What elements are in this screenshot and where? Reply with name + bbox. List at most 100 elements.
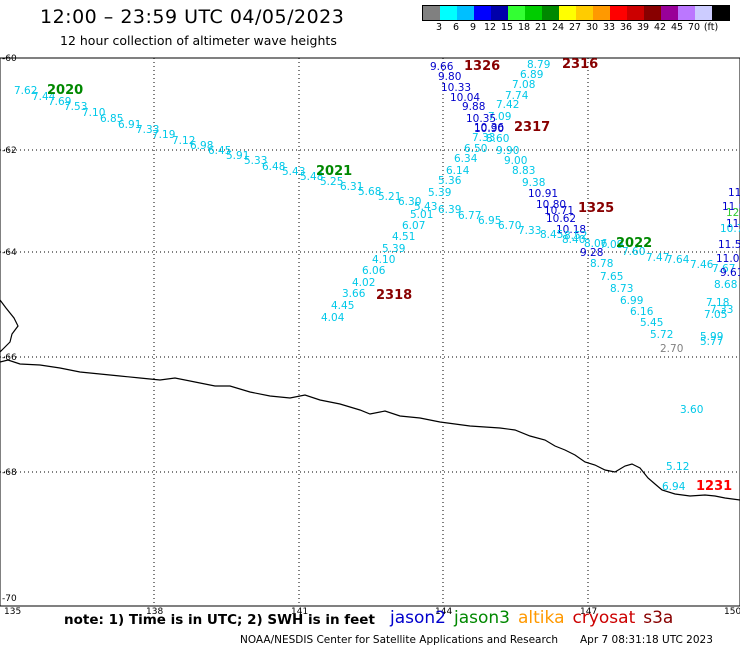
wave-height-label: 5.21: [378, 191, 401, 203]
colorbar-swatch: [610, 6, 627, 20]
wave-height-label: 7.33: [136, 124, 159, 136]
colorbar-label: 3: [435, 22, 443, 33]
wave-height-label: 5.25: [320, 176, 343, 188]
wave-height-labels: 7.627.447.697.537.106.856.917.337.197.12…: [14, 59, 740, 493]
wave-height-label: 6.07: [402, 220, 425, 232]
wave-height-label: 7.08: [512, 79, 535, 91]
pass-label: 2022: [616, 236, 652, 251]
colorbar-label: 45: [670, 22, 684, 33]
wave-height-label: 7.64: [666, 254, 690, 266]
longitude-tick-label: 150: [724, 607, 740, 617]
wave-height-label: 6.16: [630, 306, 654, 318]
wave-height-label: 5.12: [666, 461, 689, 473]
pass-label: 2318: [376, 288, 412, 303]
wave-height-label: 8.83: [512, 165, 535, 177]
latitude-tick-label: -70: [2, 594, 17, 604]
wave-height-label: 7.74: [505, 90, 529, 102]
colorbar-swatch: [576, 6, 593, 20]
wave-height-label: 5.48: [300, 171, 323, 183]
pass-label: 1231: [696, 479, 732, 494]
wave-height-label: 11.50: [718, 239, 740, 251]
colorbar-swatch: [678, 6, 695, 20]
wave-height-label: 7.12: [172, 135, 195, 147]
island-outline: [0, 299, 19, 353]
wave-height-label: 8.73: [610, 283, 633, 295]
wave-height-label: 8.78: [590, 258, 613, 270]
credit-timestamp: Apr 7 08:31:18 UTC 2023: [580, 634, 713, 646]
wave-height-label: 6.95: [478, 215, 501, 227]
colorbar-swatch: [559, 6, 576, 20]
wave-height-label: 5.91: [226, 150, 249, 162]
wave-height-label: 4.04: [321, 312, 345, 324]
satellite-legend-item: altika: [518, 608, 565, 628]
wave-height-label: 6.99: [620, 295, 643, 307]
wave-height-label: 10.71: [544, 205, 574, 217]
colorbar-swatch: [474, 6, 491, 20]
wave-height-label: 5.68: [358, 186, 381, 198]
wave-height-label: 4.10: [372, 254, 395, 266]
longitude-tick-label: 147: [580, 607, 597, 617]
colorbar-label: 24: [551, 22, 565, 33]
wave-height-label: 5.45: [640, 317, 663, 329]
wave-height-label: 8.60: [486, 133, 509, 145]
wave-height-label: 10.18: [556, 224, 586, 236]
map-title: 12:00 – 23:59 UTC 04/05/2023: [40, 6, 345, 28]
wave-height-label: 5.99: [700, 331, 723, 343]
wave-height-label: 7.33: [472, 132, 495, 144]
wave-height-label: 8.79: [527, 59, 550, 71]
colorbar-label: 9: [469, 22, 477, 33]
satellite-legend: jason2 jason3 altika cryosat s3a: [390, 608, 681, 628]
wave-height-label: 6.85: [100, 113, 123, 125]
wave-height-label: 9.88: [462, 101, 485, 113]
wave-height-label: 6.91: [118, 119, 141, 131]
wave-height-label: 6.98: [190, 140, 213, 152]
wave-height-label: 2.70: [660, 343, 683, 355]
wave-height-label: 10.79: [720, 223, 740, 235]
wave-height-label: 9.90: [496, 145, 519, 157]
latitude-tick-label: -64: [2, 248, 17, 258]
wave-height-label: 8.52: [564, 230, 587, 242]
wave-height-label: 5.36: [438, 175, 462, 187]
wave-height-label: 10.80: [536, 199, 566, 211]
colorbar-swatch: [491, 6, 508, 20]
pass-label: 2020: [47, 83, 83, 98]
axis-tick-labels: -60 -62 -64 -66 -68 -70 135 138 141 144 147 150: [2, 54, 740, 617]
colorbar-swatch: [712, 6, 729, 20]
pass-labels: 2020 2021 2022 1326 2316 2317 1325 2318 1231: [47, 57, 732, 494]
satellite-legend-item: cryosat: [572, 608, 636, 628]
longitude-tick-label: 138: [146, 607, 163, 617]
pass-label: 2021: [316, 164, 352, 179]
credit-text: NOAA/NESDIS Center for Satellite Applica…: [240, 634, 558, 646]
latitude-tick-label: -66: [2, 353, 17, 363]
wave-height-label: 5.43: [282, 166, 305, 178]
wave-height-label: 7.05: [704, 309, 727, 321]
wave-height-label: 6.31: [340, 181, 363, 193]
latitude-tick-label: -62: [2, 146, 17, 156]
wave-height-label: 9.61: [720, 267, 740, 279]
colorbar-swatch: [525, 6, 542, 20]
wave-height-label: 6.14: [446, 165, 470, 177]
wave-height-label: 12.38: [726, 207, 740, 219]
colorbar-label: 42: [653, 22, 667, 33]
wave-height-label: 4.45: [331, 300, 354, 312]
wave-height-label: 10.33: [441, 82, 471, 94]
wave-height-label: 5.39: [428, 187, 451, 199]
colorbar-swatch: [593, 6, 610, 20]
wave-height-label: 5.33: [244, 155, 267, 167]
colorbar-label: 6: [452, 22, 460, 33]
wave-height-label: 5.77: [700, 336, 723, 348]
wave-height-label: 11.33: [726, 218, 740, 230]
wave-height-label: 7.10: [82, 107, 105, 119]
wave-height-label: 7.69: [48, 96, 71, 108]
wave-height-colorbar: [422, 5, 730, 21]
wave-height-label: 6.39: [438, 204, 461, 216]
wave-height-label: 11.05: [716, 253, 740, 265]
colorbar-label: 15: [500, 22, 514, 33]
colorbar-swatch: [661, 6, 678, 20]
colorbar-swatch: [627, 6, 644, 20]
wave-height-label: 7.33: [710, 304, 733, 316]
colorbar-label: 30: [585, 22, 599, 33]
wave-height-label: 6.45: [208, 145, 231, 157]
wave-height-label: 6.94: [662, 481, 686, 493]
colorbar-swatch: [695, 6, 712, 20]
